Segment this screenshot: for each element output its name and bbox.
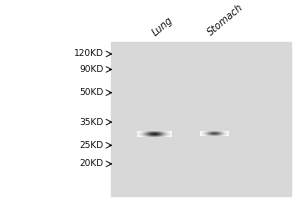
Text: 90KD: 90KD xyxy=(79,65,104,74)
Text: 35KD: 35KD xyxy=(79,118,104,127)
Text: 120KD: 120KD xyxy=(74,49,104,58)
Text: 20KD: 20KD xyxy=(80,159,103,168)
Text: 50KD: 50KD xyxy=(79,88,104,97)
Text: Stomach: Stomach xyxy=(206,3,245,38)
Bar xyxy=(111,42,291,196)
Text: Lung: Lung xyxy=(150,15,175,38)
Text: 25KD: 25KD xyxy=(80,141,103,150)
